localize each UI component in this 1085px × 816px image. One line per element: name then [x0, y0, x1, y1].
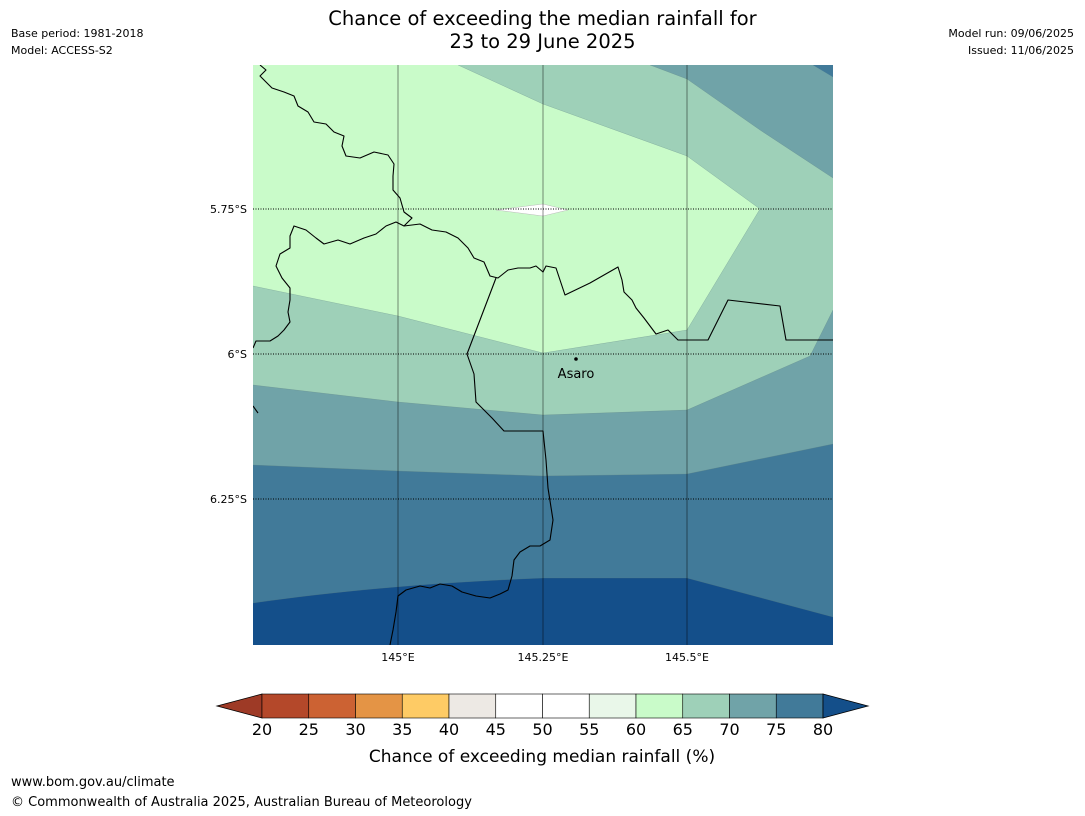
legend-tick-label: 75 [766, 720, 786, 739]
title-line-1: Chance of exceeding the median rainfall … [328, 7, 757, 30]
contour-75-80-corner [813, 65, 833, 77]
legend-swatch [588, 693, 637, 719]
legend-swatch [355, 693, 403, 719]
title-line-2: 23 to 29 June 2025 [449, 30, 636, 53]
footer-copyright: © Commonwealth of Australia 2025, Austra… [11, 795, 472, 810]
legend-tick-label: 55 [579, 720, 599, 739]
legend-swatch [448, 693, 497, 719]
legend-swatch [542, 693, 590, 719]
lat-label-6: 6°S [228, 348, 247, 361]
legend-tick-label: 40 [439, 720, 459, 739]
legend-tick-label: 70 [719, 720, 739, 739]
legend-tick-label: 20 [252, 720, 272, 739]
model-label: Model: ACCESS-S2 [11, 44, 113, 57]
map-panel: Asaro [253, 65, 833, 645]
legend-swatch [682, 693, 730, 719]
legend-extend-high [822, 693, 870, 719]
base-period-label: Base period: 1981-2018 [11, 27, 144, 40]
asaro-marker [574, 357, 578, 361]
legend-swatch [308, 693, 356, 719]
meta-left: Base period: 1981-2018 Model: ACCESS-S2 [11, 25, 143, 59]
legend-tick-label: 65 [673, 720, 693, 739]
legend-tick-label: 45 [486, 720, 506, 739]
legend-tick-label: 80 [813, 720, 833, 739]
place-label-asaro: Asaro [558, 367, 595, 382]
legend-swatch [729, 693, 777, 719]
legend-extend-low [215, 693, 263, 719]
lon-label-145: 145°E [381, 651, 414, 664]
legend-tick-label: 25 [299, 720, 319, 739]
legend-tick-label: 60 [626, 720, 646, 739]
legend-swatch [635, 693, 684, 719]
legend-swatch [495, 693, 543, 719]
legend-tick-label: 30 [345, 720, 365, 739]
legend-tick-label: 35 [392, 720, 412, 739]
legend-swatch [261, 693, 310, 719]
legend-title: Chance of exceeding median rainfall (%) [369, 747, 715, 767]
model-run-label: Model run: 09/06/2025 [948, 27, 1074, 40]
legend-tick-label: 50 [532, 720, 552, 739]
lat-label-6-25: 6.25°S [210, 493, 247, 506]
footer-url: www.bom.gov.au/climate [11, 775, 175, 790]
contour-80-plus [253, 578, 833, 645]
legend-colorbar [215, 693, 870, 719]
legend-swatch [401, 693, 450, 719]
map-title: Chance of exceeding the median rainfall … [0, 7, 1085, 53]
lat-label-5-75: 5.75°S [210, 203, 247, 216]
lon-label-145-25: 145.25°E [518, 651, 569, 664]
province-boundaries [253, 65, 833, 645]
legend-ticks: 20 25 30 35 40 45 50 55 60 65 70 75 80 [252, 720, 833, 739]
legend-swatch [775, 693, 824, 719]
meta-right: Model run: 09/06/2025 Issued: 11/06/2025 [948, 25, 1074, 59]
lon-label-145-5: 145.5°E [665, 651, 709, 664]
issued-label: Issued: 11/06/2025 [967, 44, 1074, 57]
contour-50-55-patch [495, 203, 569, 217]
